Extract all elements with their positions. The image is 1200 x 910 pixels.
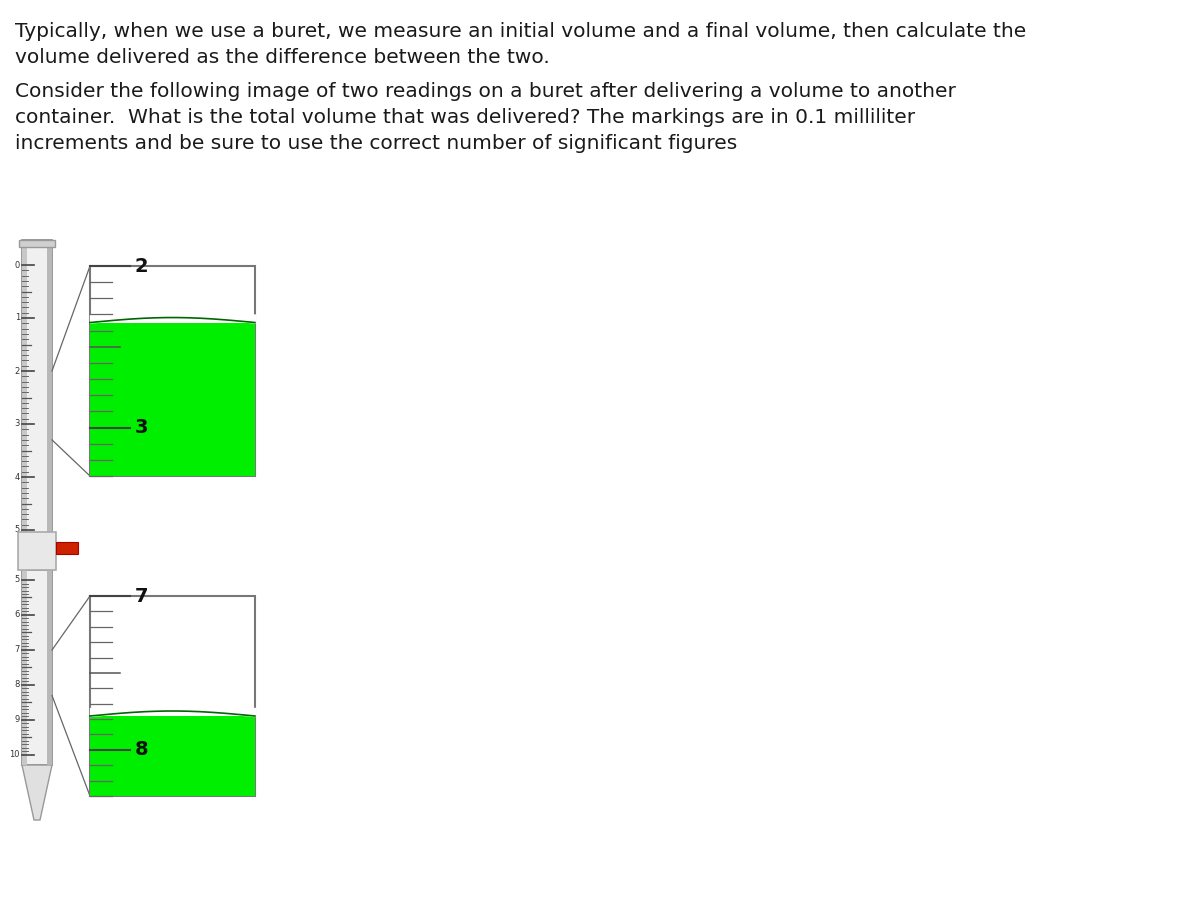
Text: 2: 2 [134, 257, 149, 276]
Bar [90, 266, 256, 476]
Bar [18, 532, 56, 570]
Bar [90, 596, 256, 796]
Text: container.  What is the total volume that was delivered? The markings are in 0.1: container. What is the total volume that… [14, 108, 916, 127]
Bar [90, 716, 256, 796]
Bar [22, 240, 28, 545]
Text: 10: 10 [10, 751, 20, 760]
Polygon shape [22, 765, 52, 820]
Bar [19, 240, 55, 247]
Text: 8: 8 [14, 681, 20, 690]
Text: increments and be sure to use the correct number of significant figures: increments and be sure to use the correc… [14, 134, 737, 153]
Text: 7: 7 [14, 645, 20, 654]
Bar [90, 322, 256, 476]
Bar [47, 570, 52, 765]
Text: 2: 2 [14, 367, 20, 376]
Text: 9: 9 [14, 715, 20, 724]
Text: 1: 1 [14, 314, 20, 322]
Bar [47, 240, 52, 545]
Text: 8: 8 [134, 741, 149, 759]
Bar [22, 570, 28, 765]
Text: 3: 3 [134, 418, 149, 437]
Text: Consider the following image of two readings on a buret after delivering a volum: Consider the following image of two read… [14, 82, 956, 101]
Text: Typically, when we use a buret, we measure an initial volume and a final volume,: Typically, when we use a buret, we measu… [14, 22, 1026, 41]
Text: 0: 0 [14, 260, 20, 269]
Bar [56, 542, 78, 554]
Text: volume delivered as the difference between the two.: volume delivered as the difference betwe… [14, 48, 550, 67]
Text: 5: 5 [14, 525, 20, 534]
Text: 3: 3 [14, 420, 20, 429]
Bar [22, 570, 52, 765]
Text: 5: 5 [14, 575, 20, 584]
Bar [22, 240, 52, 545]
Text: 7: 7 [134, 587, 149, 605]
Text: 6: 6 [14, 611, 20, 620]
Text: 4: 4 [14, 472, 20, 481]
